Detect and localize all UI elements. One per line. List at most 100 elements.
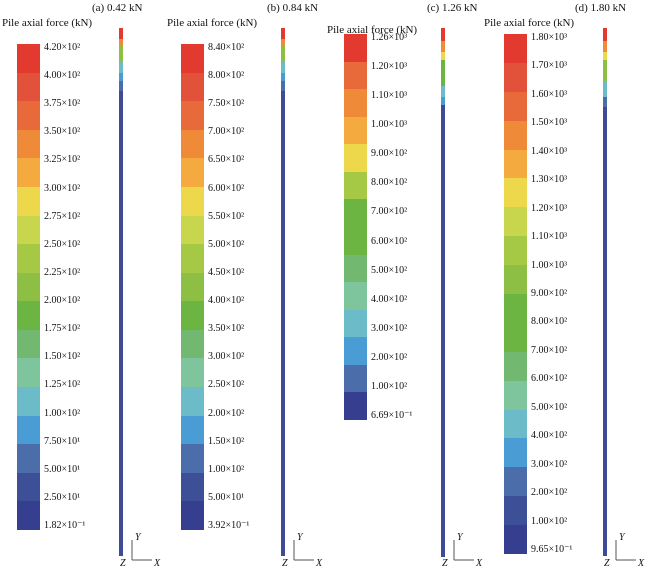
legend-swatch — [17, 472, 40, 502]
legend-swatch — [504, 380, 527, 410]
legend-swatch — [17, 358, 40, 388]
legend-swatch — [17, 444, 40, 474]
legend-tick-label: 3.50×10² — [44, 126, 81, 138]
panel-d: (d) 1.80 kN Pile axial force (kN) 1.80×1… — [484, 0, 650, 574]
legend-tick-label: 1.20×10³ — [371, 61, 408, 73]
legend-ticks: 1.26×10³ 1.20×10³ 1.10×10³ 1.00×10³ 9.00×10²… — [371, 32, 466, 421]
legend-tick-label: 1.00×10³ — [371, 119, 408, 131]
legend-swatch — [17, 44, 40, 73]
legend-swatch — [17, 158, 40, 188]
legend-tick-label: 6.00×10² — [371, 235, 408, 247]
legend-tick-label: 2.75×10² — [44, 210, 81, 222]
legend-tick-label: 5.00×10¹ — [44, 463, 81, 475]
legend-tick-label: 8.40×10² — [208, 42, 245, 53]
legend-tick-label: 3.00×10² — [371, 322, 408, 334]
legend-tick-label: 1.25×10² — [44, 379, 81, 391]
coordinate-axes: Y Z X — [282, 530, 330, 570]
legend-swatch — [504, 467, 527, 497]
legend-swatch — [181, 387, 204, 417]
case-title: (b) 0.84 kN — [267, 2, 319, 14]
axes-icon — [131, 540, 152, 561]
legend-swatch — [504, 62, 527, 92]
legend-swatch — [344, 392, 367, 421]
legend-swatches — [181, 44, 204, 531]
legend-tick-label: 7.00×10² — [208, 126, 245, 138]
legend-swatch — [181, 101, 204, 131]
legend-tick-label: 1.80×10³ — [531, 32, 568, 43]
legend-swatch — [181, 215, 204, 245]
legend-tick-label: 1.00×10² — [371, 380, 408, 392]
pile-segment — [119, 38, 123, 47]
legend-tick-label: 7.00×10² — [371, 206, 408, 218]
coordinate-axes: Y Z X — [120, 530, 168, 570]
legend-tick-label: 1.10×10³ — [371, 90, 408, 102]
pile-bar — [281, 28, 285, 557]
legend-tick-label: 6.69×10⁻¹ — [371, 410, 413, 421]
legend-tick-label: 5.00×10² — [531, 401, 568, 413]
pile-segment — [603, 41, 607, 53]
legend-swatch — [504, 207, 527, 237]
pile-segment — [441, 51, 445, 60]
legend-tick-label: 3.92×10⁻¹ — [208, 520, 250, 531]
legend-tick-label: 1.40×10³ — [531, 145, 568, 157]
legend-tick-label: 9.00×10² — [531, 288, 568, 299]
legend-swatch — [344, 282, 367, 311]
legend-tick-label: 5.00×10¹ — [208, 491, 245, 503]
legend-tick-label: 2.50×10² — [208, 379, 245, 391]
legend-tick-label: 7.00×10² — [531, 344, 568, 356]
coordinate-axes: Y Z X — [442, 530, 490, 570]
legend-swatch — [181, 329, 204, 359]
legend-tick-label: 1.00×10³ — [531, 259, 568, 271]
legend-ticks: 8.40×10² 8.00×10² 7.50×10² 7.00×10² 6.50×10²… — [208, 42, 303, 531]
legend-swatch — [504, 525, 527, 555]
legend-swatch — [344, 337, 367, 366]
axis-label-z: Z — [442, 558, 448, 569]
pile-segment — [281, 91, 285, 557]
pile-bar — [441, 28, 445, 557]
legend-tick-label: 8.00×10² — [208, 70, 245, 82]
axis-label-y: Y — [135, 532, 141, 543]
legend-tick-label: 1.50×10² — [44, 351, 81, 363]
legend-tick-label: 5.00×10² — [371, 264, 408, 276]
pile-segment — [119, 46, 123, 63]
legend-swatch — [344, 34, 367, 62]
legend-swatch — [344, 144, 367, 173]
color-legend: 1.80×10³ 1.70×10³ 1.60×10³ 1.50×10³ 1.40×10³… — [504, 32, 624, 555]
legend-tick-label: 8.00×10² — [531, 316, 568, 328]
legend-swatch — [181, 129, 204, 159]
legend-tick-label: 4.00×10² — [208, 295, 245, 307]
pile-bar — [603, 28, 607, 557]
legend-swatch — [17, 329, 40, 359]
legend-swatch — [504, 496, 527, 526]
legend-tick-label: 3.50×10² — [208, 323, 245, 335]
legend-swatch — [504, 236, 527, 266]
legend-swatch — [344, 61, 367, 90]
axis-label-z: Z — [282, 558, 288, 569]
legend-tick-label: 7.50×10² — [208, 98, 245, 110]
pile-segment — [441, 28, 445, 42]
pile-segment — [441, 86, 445, 98]
legend-swatches — [344, 34, 367, 421]
legend-tick-label: 8.00×10² — [371, 177, 408, 189]
legend-tick-label: 4.20×10² — [44, 42, 81, 53]
legend-tick-label: 1.00×10² — [531, 515, 568, 527]
legend-tick-label: 1.60×10³ — [531, 88, 568, 100]
legend-tick-label: 1.70×10³ — [531, 60, 568, 72]
legend-tick-label: 1.00×10² — [44, 407, 81, 419]
legend-swatch — [344, 199, 367, 228]
legend-tick-label: 6.00×10² — [208, 182, 245, 194]
legend-tick-label: 2.00×10² — [208, 407, 245, 419]
pile-segment — [603, 59, 607, 82]
pile-segment — [603, 96, 607, 108]
legend-tick-label: 2.50×10¹ — [44, 491, 81, 503]
legend-tick-label: 4.00×10² — [531, 430, 568, 442]
legend-tick-label: 3.00×10² — [531, 458, 568, 470]
legend-swatch — [181, 72, 204, 102]
legend-swatch — [344, 364, 367, 393]
legend-swatch — [181, 186, 204, 216]
legend-tick-label: 4.00×10² — [371, 293, 408, 305]
legend-title: Pile axial force (kN) — [484, 17, 575, 29]
axis-label-z: Z — [120, 558, 126, 569]
pile-segment — [119, 80, 123, 92]
pile-segment — [119, 62, 123, 74]
